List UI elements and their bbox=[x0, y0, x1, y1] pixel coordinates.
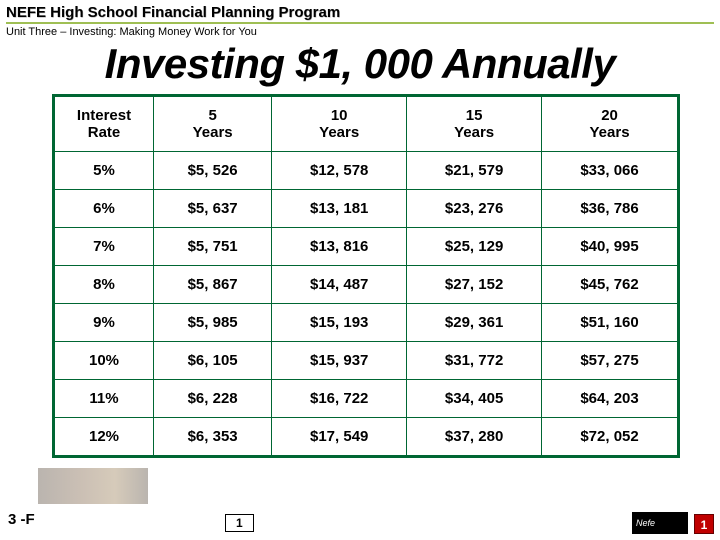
table-row: 5%$5, 526$12, 578$21, 579$33, 066 bbox=[54, 152, 679, 190]
slide-code: 3 -F bbox=[8, 511, 35, 528]
table-row: 10%$6, 105$15, 937$31, 772$57, 275 bbox=[54, 342, 679, 380]
value-cell: $15, 193 bbox=[272, 304, 407, 342]
table-row: 7%$5, 751$13, 816$25, 129$40, 995 bbox=[54, 228, 679, 266]
column-header-top: Interest bbox=[59, 107, 149, 124]
column-header-sub: Years bbox=[546, 124, 673, 141]
value-cell: $64, 203 bbox=[542, 380, 679, 418]
table-row: 12%$6, 353$17, 549$37, 280$72, 052 bbox=[54, 418, 679, 457]
unit-subtitle: Unit Three – Investing: Making Money Wor… bbox=[6, 24, 714, 38]
page-number-box: 1 bbox=[225, 514, 254, 532]
value-cell: $16, 722 bbox=[272, 380, 407, 418]
table-body: 5%$5, 526$12, 578$21, 579$33, 0666%$5, 6… bbox=[54, 152, 679, 457]
value-cell: $40, 995 bbox=[542, 228, 679, 266]
value-cell: $34, 405 bbox=[407, 380, 542, 418]
value-cell: $17, 549 bbox=[272, 418, 407, 457]
value-cell: $33, 066 bbox=[542, 152, 679, 190]
rate-cell: 12% bbox=[54, 418, 154, 457]
column-header-top: 15 bbox=[411, 107, 537, 124]
value-cell: $31, 772 bbox=[407, 342, 542, 380]
value-cell: $36, 786 bbox=[542, 190, 679, 228]
column-header-sub: Years bbox=[411, 124, 537, 141]
rate-cell: 10% bbox=[54, 342, 154, 380]
value-cell: $6, 105 bbox=[154, 342, 272, 380]
value-cell: $5, 637 bbox=[154, 190, 272, 228]
value-cell: $6, 228 bbox=[154, 380, 272, 418]
column-header-sub: Years bbox=[276, 124, 402, 141]
table-row: 11%$6, 228$16, 722$34, 405$64, 203 bbox=[54, 380, 679, 418]
value-cell: $14, 487 bbox=[272, 266, 407, 304]
column-header-4: 20Years bbox=[542, 96, 679, 152]
value-cell: $29, 361 bbox=[407, 304, 542, 342]
rate-cell: 6% bbox=[54, 190, 154, 228]
column-header-sub: Rate bbox=[59, 124, 149, 141]
value-cell: $57, 275 bbox=[542, 342, 679, 380]
value-cell: $6, 353 bbox=[154, 418, 272, 457]
rate-cell: 8% bbox=[54, 266, 154, 304]
table-row: 8%$5, 867$14, 487$27, 152$45, 762 bbox=[54, 266, 679, 304]
value-cell: $45, 762 bbox=[542, 266, 679, 304]
value-cell: $21, 579 bbox=[407, 152, 542, 190]
rate-cell: 5% bbox=[54, 152, 154, 190]
page-title: Investing $1, 000 Annually bbox=[0, 40, 720, 88]
column-header-top: 10 bbox=[276, 107, 402, 124]
page-number-red: 1 bbox=[694, 514, 714, 534]
value-cell: $37, 280 bbox=[407, 418, 542, 457]
value-cell: $5, 751 bbox=[154, 228, 272, 266]
slide-header: NEFE High School Financial Planning Prog… bbox=[0, 0, 720, 38]
nefe-logo: Nefe bbox=[632, 512, 688, 534]
investment-table: InterestRate5Years10Years15Years20Years … bbox=[52, 94, 680, 458]
rate-cell: 11% bbox=[54, 380, 154, 418]
value-cell: $23, 276 bbox=[407, 190, 542, 228]
column-header-top: 5 bbox=[158, 107, 267, 124]
value-cell: $5, 526 bbox=[154, 152, 272, 190]
table-row: 6%$5, 637$13, 181$23, 276$36, 786 bbox=[54, 190, 679, 228]
column-header-sub: Years bbox=[158, 124, 267, 141]
column-header-0: InterestRate bbox=[54, 96, 154, 152]
decorative-photo bbox=[38, 468, 148, 504]
program-title: NEFE High School Financial Planning Prog… bbox=[6, 4, 714, 24]
value-cell: $72, 052 bbox=[542, 418, 679, 457]
value-cell: $51, 160 bbox=[542, 304, 679, 342]
column-header-1: 5Years bbox=[154, 96, 272, 152]
value-cell: $15, 937 bbox=[272, 342, 407, 380]
investment-table-wrap: InterestRate5Years10Years15Years20Years … bbox=[0, 94, 720, 458]
table-header-row: InterestRate5Years10Years15Years20Years bbox=[54, 96, 679, 152]
table-row: 9%$5, 985$15, 193$29, 361$51, 160 bbox=[54, 304, 679, 342]
column-header-top: 20 bbox=[546, 107, 673, 124]
value-cell: $12, 578 bbox=[272, 152, 407, 190]
rate-cell: 9% bbox=[54, 304, 154, 342]
value-cell: $5, 867 bbox=[154, 266, 272, 304]
column-header-2: 10Years bbox=[272, 96, 407, 152]
column-header-3: 15Years bbox=[407, 96, 542, 152]
value-cell: $5, 985 bbox=[154, 304, 272, 342]
value-cell: $13, 816 bbox=[272, 228, 407, 266]
value-cell: $13, 181 bbox=[272, 190, 407, 228]
value-cell: $25, 129 bbox=[407, 228, 542, 266]
value-cell: $27, 152 bbox=[407, 266, 542, 304]
rate-cell: 7% bbox=[54, 228, 154, 266]
